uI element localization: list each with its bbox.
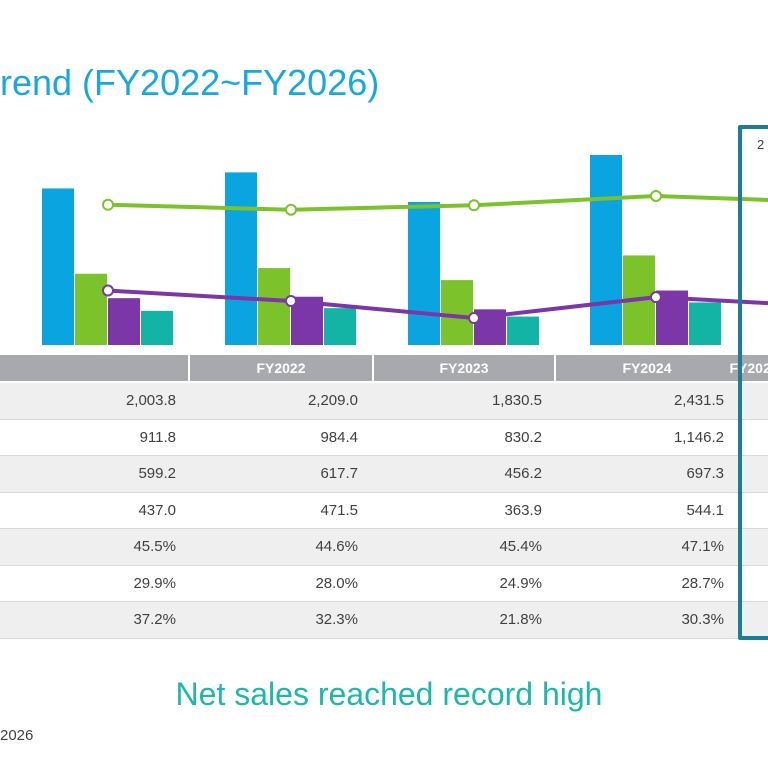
bar-s1-fy2023 [225, 172, 257, 345]
table-cell: 2,209.0 [307, 392, 358, 409]
bar-s3-fy2022 [108, 298, 140, 345]
table-cell: 30.3% [681, 611, 724, 628]
table-cell: 617.7 [320, 465, 358, 482]
table-cell: 984.4 [320, 428, 358, 446]
line-1-marker-fy2024 [468, 199, 480, 212]
row-divider [0, 637, 768, 639]
bar-s2-fy2024 [441, 280, 473, 345]
bar-s1-fy2024 [408, 201, 440, 345]
line-2-marker-fy2025 [650, 291, 662, 304]
page-title: rend (FY2022~FY2026) [0, 62, 380, 103]
header-fy2024: FY2024 [556, 355, 738, 381]
tagline: Net sales reached record high [175, 676, 603, 712]
table-cell: 544.1 [686, 501, 724, 519]
row-divider [0, 418, 768, 420]
table-row [0, 456, 768, 492]
header-label-cell [0, 355, 188, 381]
row-divider [0, 528, 768, 529]
table-cell: 32.3% [315, 611, 358, 628]
bar-s2-fy2023 [258, 268, 290, 345]
highlight-value-label: 2 [757, 137, 765, 152]
fy2026-highlight-frame [738, 125, 768, 640]
header-fy2022: FY2022 [190, 355, 372, 381]
row-divider [0, 491, 768, 493]
row-divider [0, 455, 768, 456]
line-2-marker-fy2023 [285, 295, 297, 307]
table-cell: 2,431.5 [673, 392, 724, 409]
combo-chart [42, 155, 768, 345]
table-cell: 1,830.5 [491, 392, 542, 409]
header-fy2023: FY2023 [374, 355, 554, 381]
bar-s4-fy2025 [689, 302, 721, 345]
table-row [0, 383, 768, 419]
table-cell: 45.4% [499, 538, 542, 555]
table-cell: 1,146.2 [673, 428, 724, 446]
bar-s1-fy2025 [590, 155, 622, 345]
bar-s4-fy2023 [324, 308, 356, 345]
bar-s4-fy2022 [141, 310, 173, 345]
footnote: 2026 [0, 727, 34, 744]
table-cell: 44.6% [315, 538, 358, 555]
bar-s2-fy2022 [75, 273, 107, 345]
table-cell: 911.8 [139, 428, 176, 446]
table-cell: 28.7% [681, 574, 724, 592]
bar-s1-fy2022 [42, 188, 74, 345]
table-cell: 21.8% [499, 611, 542, 628]
table-cell: 28.0% [315, 574, 358, 592]
line-2-marker-fy2022 [102, 284, 114, 297]
table-cell: 471.5 [320, 501, 358, 519]
table-cell: 24.9% [499, 574, 542, 592]
line-1-marker-fy2022 [102, 198, 114, 211]
table-cell: 697.3 [686, 465, 724, 482]
table-row [0, 602, 768, 638]
row-divider [0, 564, 768, 566]
table-cell: 2,003.8 [125, 392, 176, 409]
table-cell: 456.2 [504, 465, 542, 482]
table-cell: 37.2% [133, 611, 176, 628]
table-cell: 29.9% [133, 574, 176, 592]
line-2-marker-fy2024 [468, 312, 480, 325]
table-cell: 363.9 [504, 501, 542, 519]
table-cell: 830.2 [504, 428, 542, 446]
bar-s4-fy2024 [507, 316, 539, 345]
table-cell: 437.0 [138, 501, 176, 519]
table-cell: 599.2 [138, 465, 176, 482]
line-1-marker-fy2025 [650, 189, 662, 202]
line-1-marker-fy2023 [285, 203, 297, 216]
row-divider [0, 601, 768, 602]
table-cell: 47.1% [681, 538, 724, 555]
table-row [0, 529, 768, 565]
table-cell: 45.5% [133, 538, 176, 555]
